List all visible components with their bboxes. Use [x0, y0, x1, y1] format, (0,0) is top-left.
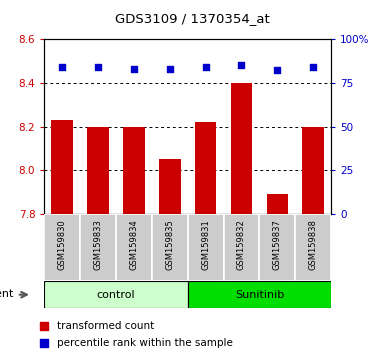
Point [274, 68, 280, 73]
FancyBboxPatch shape [44, 281, 188, 308]
Text: GSM159832: GSM159832 [237, 219, 246, 270]
FancyBboxPatch shape [44, 214, 331, 281]
Text: percentile rank within the sample: percentile rank within the sample [57, 338, 233, 348]
FancyBboxPatch shape [188, 214, 224, 281]
Point [95, 64, 101, 70]
Point [131, 66, 137, 72]
FancyBboxPatch shape [44, 214, 80, 281]
FancyBboxPatch shape [80, 214, 116, 281]
Bar [159, 159, 181, 214]
Point [59, 64, 65, 70]
Point [40, 341, 47, 346]
Point [40, 323, 47, 329]
Bar [52, 120, 73, 214]
FancyBboxPatch shape [224, 214, 259, 281]
Text: agent: agent [0, 289, 13, 299]
Bar [303, 127, 324, 214]
Text: Sunitinib: Sunitinib [235, 290, 284, 300]
Bar [123, 127, 145, 214]
Point [238, 62, 244, 68]
FancyBboxPatch shape [259, 214, 295, 281]
Bar [87, 127, 109, 214]
Point [203, 64, 209, 70]
Text: GSM159833: GSM159833 [94, 219, 102, 270]
FancyBboxPatch shape [188, 281, 331, 308]
Text: GSM159835: GSM159835 [165, 219, 174, 270]
Text: GSM159837: GSM159837 [273, 219, 282, 270]
Text: GSM159838: GSM159838 [309, 219, 318, 270]
Bar [195, 122, 216, 214]
Text: control: control [97, 290, 135, 300]
Point [310, 64, 316, 70]
Bar [266, 194, 288, 214]
Point [167, 66, 173, 72]
Text: transformed count: transformed count [57, 321, 155, 331]
Text: GSM159830: GSM159830 [58, 219, 67, 270]
FancyBboxPatch shape [152, 214, 188, 281]
FancyBboxPatch shape [295, 214, 331, 281]
FancyBboxPatch shape [116, 214, 152, 281]
Text: GSM159834: GSM159834 [129, 219, 139, 270]
Bar [231, 83, 252, 214]
Text: GSM159831: GSM159831 [201, 219, 210, 270]
Text: GDS3109 / 1370354_at: GDS3109 / 1370354_at [115, 12, 270, 25]
